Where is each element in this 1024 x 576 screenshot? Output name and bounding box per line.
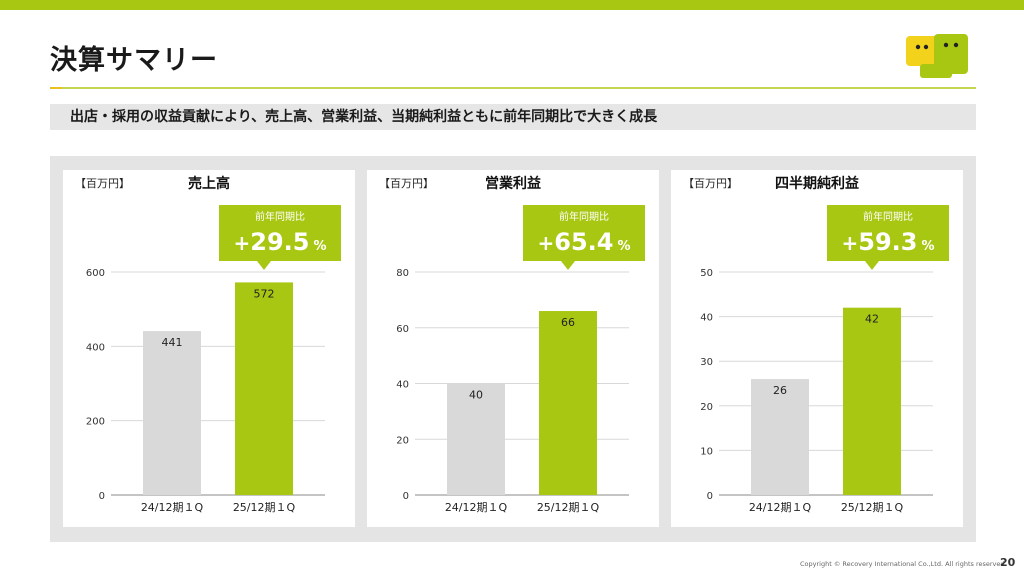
callout-pointer [257,261,271,270]
callout-value: 29.5 [250,228,309,256]
top-accent-bar [0,0,1024,10]
callout-box [219,205,341,261]
y-tick-label: 40 [396,380,409,391]
unit-label: 【百万円】 [379,177,434,190]
callout-value-text: +59.3% [841,228,934,256]
x-tick-label: 25/12期１Q [233,501,296,514]
y-tick-label: 0 [403,491,409,502]
callout-value-text: +29.5% [233,228,326,256]
bar-prior [447,383,505,495]
title-underline [50,87,976,89]
summary-subtitle: 出店・採用の収益貢献により、売上高、営業利益、当期純利益ともに前年同期比で大きく… [50,104,976,130]
callout-value-text: +65.4% [537,228,630,256]
y-tick-label: 0 [707,491,713,502]
chart-title: 四半期純利益 [775,175,859,192]
data-label: 26 [773,384,787,397]
callout-value: 59.3 [858,228,917,256]
unit-label: 【百万円】 [683,177,738,190]
unit-label: 【百万円】 [75,177,130,190]
bar-prior [143,331,201,495]
page-number: 20 [1000,556,1016,569]
x-tick-label: 25/12期１Q [841,501,904,514]
x-tick-label: 24/12期１Q [749,501,812,514]
bar-current [235,282,293,495]
y-tick-label: 30 [700,357,713,368]
chart-title: 営業利益 [485,175,541,192]
chart-sales: 【百万円】 売上高 0 200 400 600 441 24/12期１Q 572 25/12期１Q… [75,175,341,514]
y-tick-label: 10 [700,446,713,457]
callout-pointer [865,261,879,270]
chart-card-sales: 【百万円】 売上高 0 200 400 600 441 24/12期１Q 572 25/12期１Q… [63,170,355,527]
callout-label: 前年同期比 [255,210,305,223]
callout-sign: + [537,231,554,255]
bar-current [539,311,597,495]
callout-label: 前年同期比 [863,210,913,223]
bar-current [843,307,901,495]
callout-unit: % [921,239,934,254]
y-tick-label: 400 [86,342,105,353]
chart-operating-profit: 【百万円】 営業利益 0 20 40 60 80 40 24/12期１Q 66 25/12期１Q 前年… [379,175,645,514]
copyright-text: Copyright © Recovery International Co.,L… [800,560,1007,568]
y-tick-label: 50 [700,268,713,279]
page-title: 決算サマリー [50,45,218,76]
callout-box [827,205,949,261]
x-tick-label: 25/12期１Q [537,501,600,514]
callout-sign: + [233,231,250,255]
callout-unit: % [617,239,630,254]
y-tick-label: 80 [396,268,409,279]
chart-card-net-profit: 【百万円】 四半期純利益 0 10 20 30 40 50 26 24/12期１Q 42 25/12期… [671,170,963,527]
data-label: 66 [561,316,575,329]
callout-value: 65.4 [554,228,613,256]
chart-card-operating-profit: 【百万円】 営業利益 0 20 40 60 80 40 24/12期１Q 66 25/12期１Q 前年… [367,170,659,527]
data-label: 572 [254,287,275,300]
data-label: 40 [469,389,483,402]
callout-sign: + [841,231,858,255]
callout-label: 前年同期比 [559,210,609,223]
y-tick-label: 40 [700,313,713,324]
callout-unit: % [313,239,326,254]
chart-title: 売上高 [188,175,230,192]
company-logo [906,34,968,78]
y-tick-label: 600 [86,268,105,279]
data-label: 441 [162,336,183,349]
data-label: 42 [865,313,879,326]
y-tick-label: 60 [396,324,409,335]
y-tick-label: 20 [396,435,409,446]
chart-net-profit: 【百万円】 四半期純利益 0 10 20 30 40 50 26 24/12期１Q 42 25/12期… [683,175,949,514]
y-tick-label: 0 [99,491,105,502]
y-tick-label: 20 [700,402,713,413]
title-underline-marker [50,87,62,89]
x-tick-label: 24/12期１Q [141,501,204,514]
x-tick-label: 24/12期１Q [445,501,508,514]
bar-prior [751,379,809,495]
y-tick-label: 200 [86,417,105,428]
callout-pointer [561,261,575,270]
callout-box [523,205,645,261]
